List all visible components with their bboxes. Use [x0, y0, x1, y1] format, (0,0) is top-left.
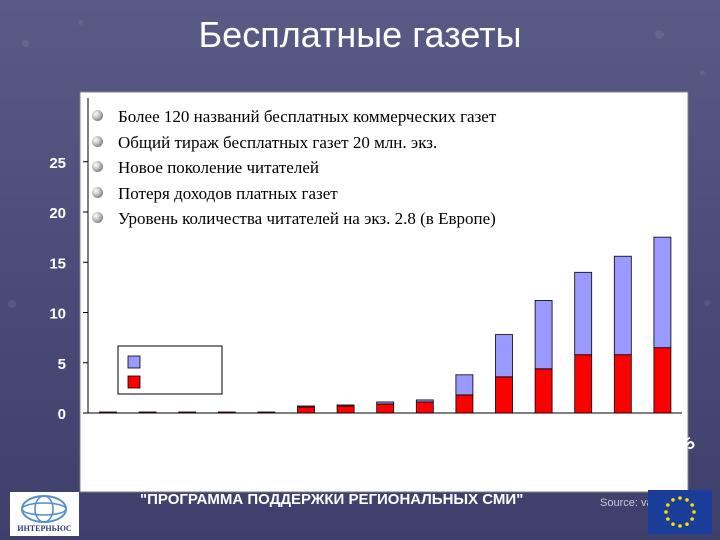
logo-text: ИНТЕРНЬЮС	[17, 524, 72, 533]
bar-segment	[613, 255, 632, 356]
bar-segment	[495, 376, 513, 414]
background-dot	[22, 40, 29, 47]
bar-segment	[138, 411, 157, 414]
page-title: Бесплатные газеты	[198, 14, 522, 55]
eu-star-icon	[666, 503, 670, 507]
eu-star-icon	[678, 496, 682, 500]
bar-segment	[415, 401, 434, 414]
eu-star-icon	[671, 522, 675, 526]
bar-segment	[336, 405, 355, 414]
legend-label: Metro	[146, 374, 184, 391]
legend-label: иные	[146, 354, 182, 371]
bar-segment	[99, 411, 117, 414]
y-tick-label: 0	[58, 406, 66, 423]
bar-segment	[574, 271, 593, 356]
bullet-icon	[92, 212, 103, 223]
bar-segment	[653, 236, 672, 349]
y-tick-label: 20	[49, 205, 66, 222]
bar-segment	[376, 403, 395, 414]
bullet-text: Уровень количества читателей на экз. 2.8…	[118, 209, 496, 228]
globe-icon	[21, 495, 67, 523]
eu-star-icon	[690, 503, 694, 507]
bullet-icon	[92, 186, 103, 198]
bullet-list: Более 120 названий бесплатных коммерческ…	[92, 104, 496, 232]
y-tick-label: 5	[58, 356, 66, 373]
bar-segment	[376, 401, 395, 405]
background-dot	[8, 300, 16, 308]
bullet-text: Новое поколение читателей	[118, 158, 319, 177]
bar-segment	[613, 354, 632, 414]
bullet-item: Уровень количества читателей на экз. 2.8…	[92, 206, 496, 232]
bar-segment	[297, 406, 315, 414]
eu-flag-icon	[648, 490, 712, 534]
bullet-item: Потеря доходов платных газет	[92, 181, 496, 207]
bullet-icon	[92, 110, 103, 121]
bar-segment	[534, 368, 553, 414]
bullet-text: Общий тираж бесплатных газет 20 млн. экз…	[118, 132, 438, 152]
eu-star-icon	[692, 510, 696, 514]
bar-segment	[217, 411, 236, 414]
y-tick-label: 15	[49, 255, 66, 272]
bar-segment	[455, 374, 474, 396]
bullet-text: Потеря доходов платных газет	[118, 183, 338, 203]
eu-star-icon	[671, 498, 675, 502]
bar-segment	[534, 300, 553, 370]
background-dot	[78, 20, 83, 25]
eu-star-icon	[685, 522, 689, 526]
legend-swatch	[127, 375, 141, 389]
bar-segment	[257, 411, 276, 414]
bar-segment	[653, 347, 672, 414]
internews-logo: ИНТЕРНЬЮС	[10, 492, 79, 536]
background-dot	[704, 300, 710, 306]
bullet-item: Общий тираж бесплатных газет 20 млн. экз…	[92, 130, 496, 156]
bullet-item: Новое поколение читателей	[92, 155, 496, 181]
y-tick-label: 10	[49, 306, 66, 323]
background-dot	[700, 70, 705, 75]
bar-segment	[178, 411, 197, 414]
eu-star-icon	[678, 524, 682, 528]
bar-segment	[297, 405, 315, 408]
bar-segment	[495, 334, 513, 378]
bar-segment	[455, 394, 474, 414]
bullet-icon	[92, 135, 103, 147]
y-tick-label: 25	[49, 155, 66, 172]
bar-segment	[336, 404, 355, 407]
bullet-item: Более 120 названий бесплатных коммерческ…	[92, 104, 496, 130]
eu-star-icon	[690, 517, 694, 521]
legend-swatch	[127, 355, 141, 369]
bullet-icon	[92, 161, 103, 172]
bar-segment	[574, 354, 593, 414]
eu-star-icon	[666, 517, 670, 521]
eu-star-icon	[664, 510, 668, 514]
background-dot	[655, 30, 664, 39]
bullet-text: Более 120 названий бесплатных коммерческ…	[118, 107, 497, 126]
bar-segment	[415, 399, 434, 403]
eu-star-icon	[685, 498, 689, 502]
footer-text: "ПРОГРАММА ПОДДЕРЖКИ РЕГИОНАЛЬНЫХ СМИ"	[140, 491, 524, 508]
